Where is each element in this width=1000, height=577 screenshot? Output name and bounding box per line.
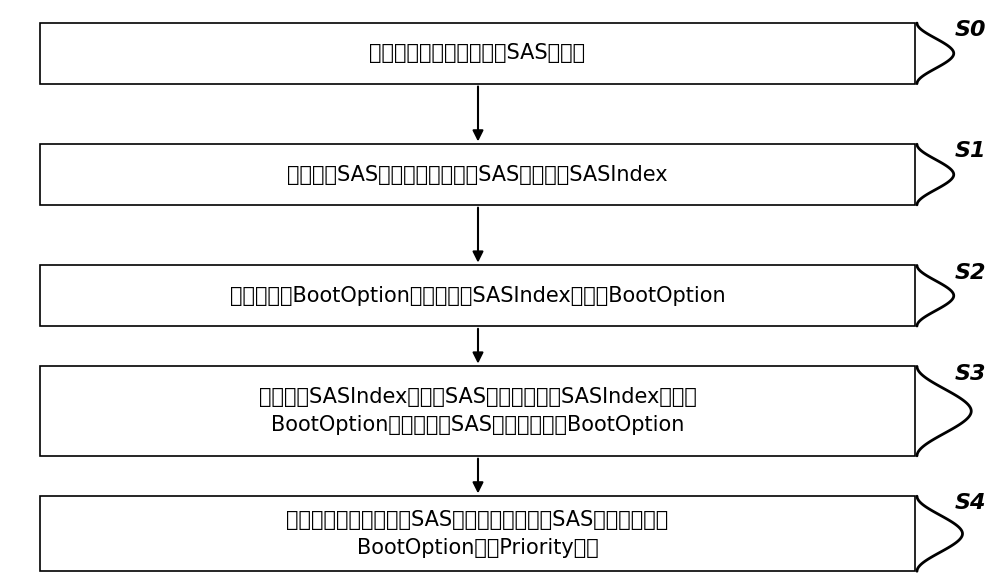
FancyBboxPatch shape [40, 366, 915, 456]
FancyBboxPatch shape [40, 144, 915, 205]
Text: 根据每个SASIndex对应的SAS卡硬盘和每个SASIndex对应的
BootOption，确定每个SAS卡硬盘对应的BootOption: 根据每个SASIndex对应的SAS卡硬盘和每个SASIndex对应的 Boot… [259, 387, 696, 435]
Text: S4: S4 [954, 493, 986, 514]
Text: 根据确定出的所述最先SAS卡硬盘，确定所有SAS卡硬盘对应的
BootOption中的Priority的值: 根据确定出的所述最先SAS卡硬盘，确定所有SAS卡硬盘对应的 BootOptio… [286, 509, 669, 558]
Text: S2: S2 [954, 263, 986, 283]
Text: 确定所有SAS卡硬盘，获取所有SAS卡硬盘的SASIndex: 确定所有SAS卡硬盘，获取所有SAS卡硬盘的SASIndex [287, 164, 668, 185]
FancyBboxPatch shape [40, 265, 915, 326]
Text: 遍历所有的BootOption，确定每个SASIndex对应的BootOption: 遍历所有的BootOption，确定每个SASIndex对应的BootOptio… [230, 286, 725, 306]
Text: 预先确定最先启动的最先SAS卡硬盘: 预先确定最先启动的最先SAS卡硬盘 [369, 43, 586, 63]
Text: S3: S3 [954, 364, 986, 384]
FancyBboxPatch shape [40, 496, 915, 571]
Text: S1: S1 [954, 141, 986, 162]
Text: S0: S0 [954, 20, 986, 40]
FancyBboxPatch shape [40, 23, 915, 84]
